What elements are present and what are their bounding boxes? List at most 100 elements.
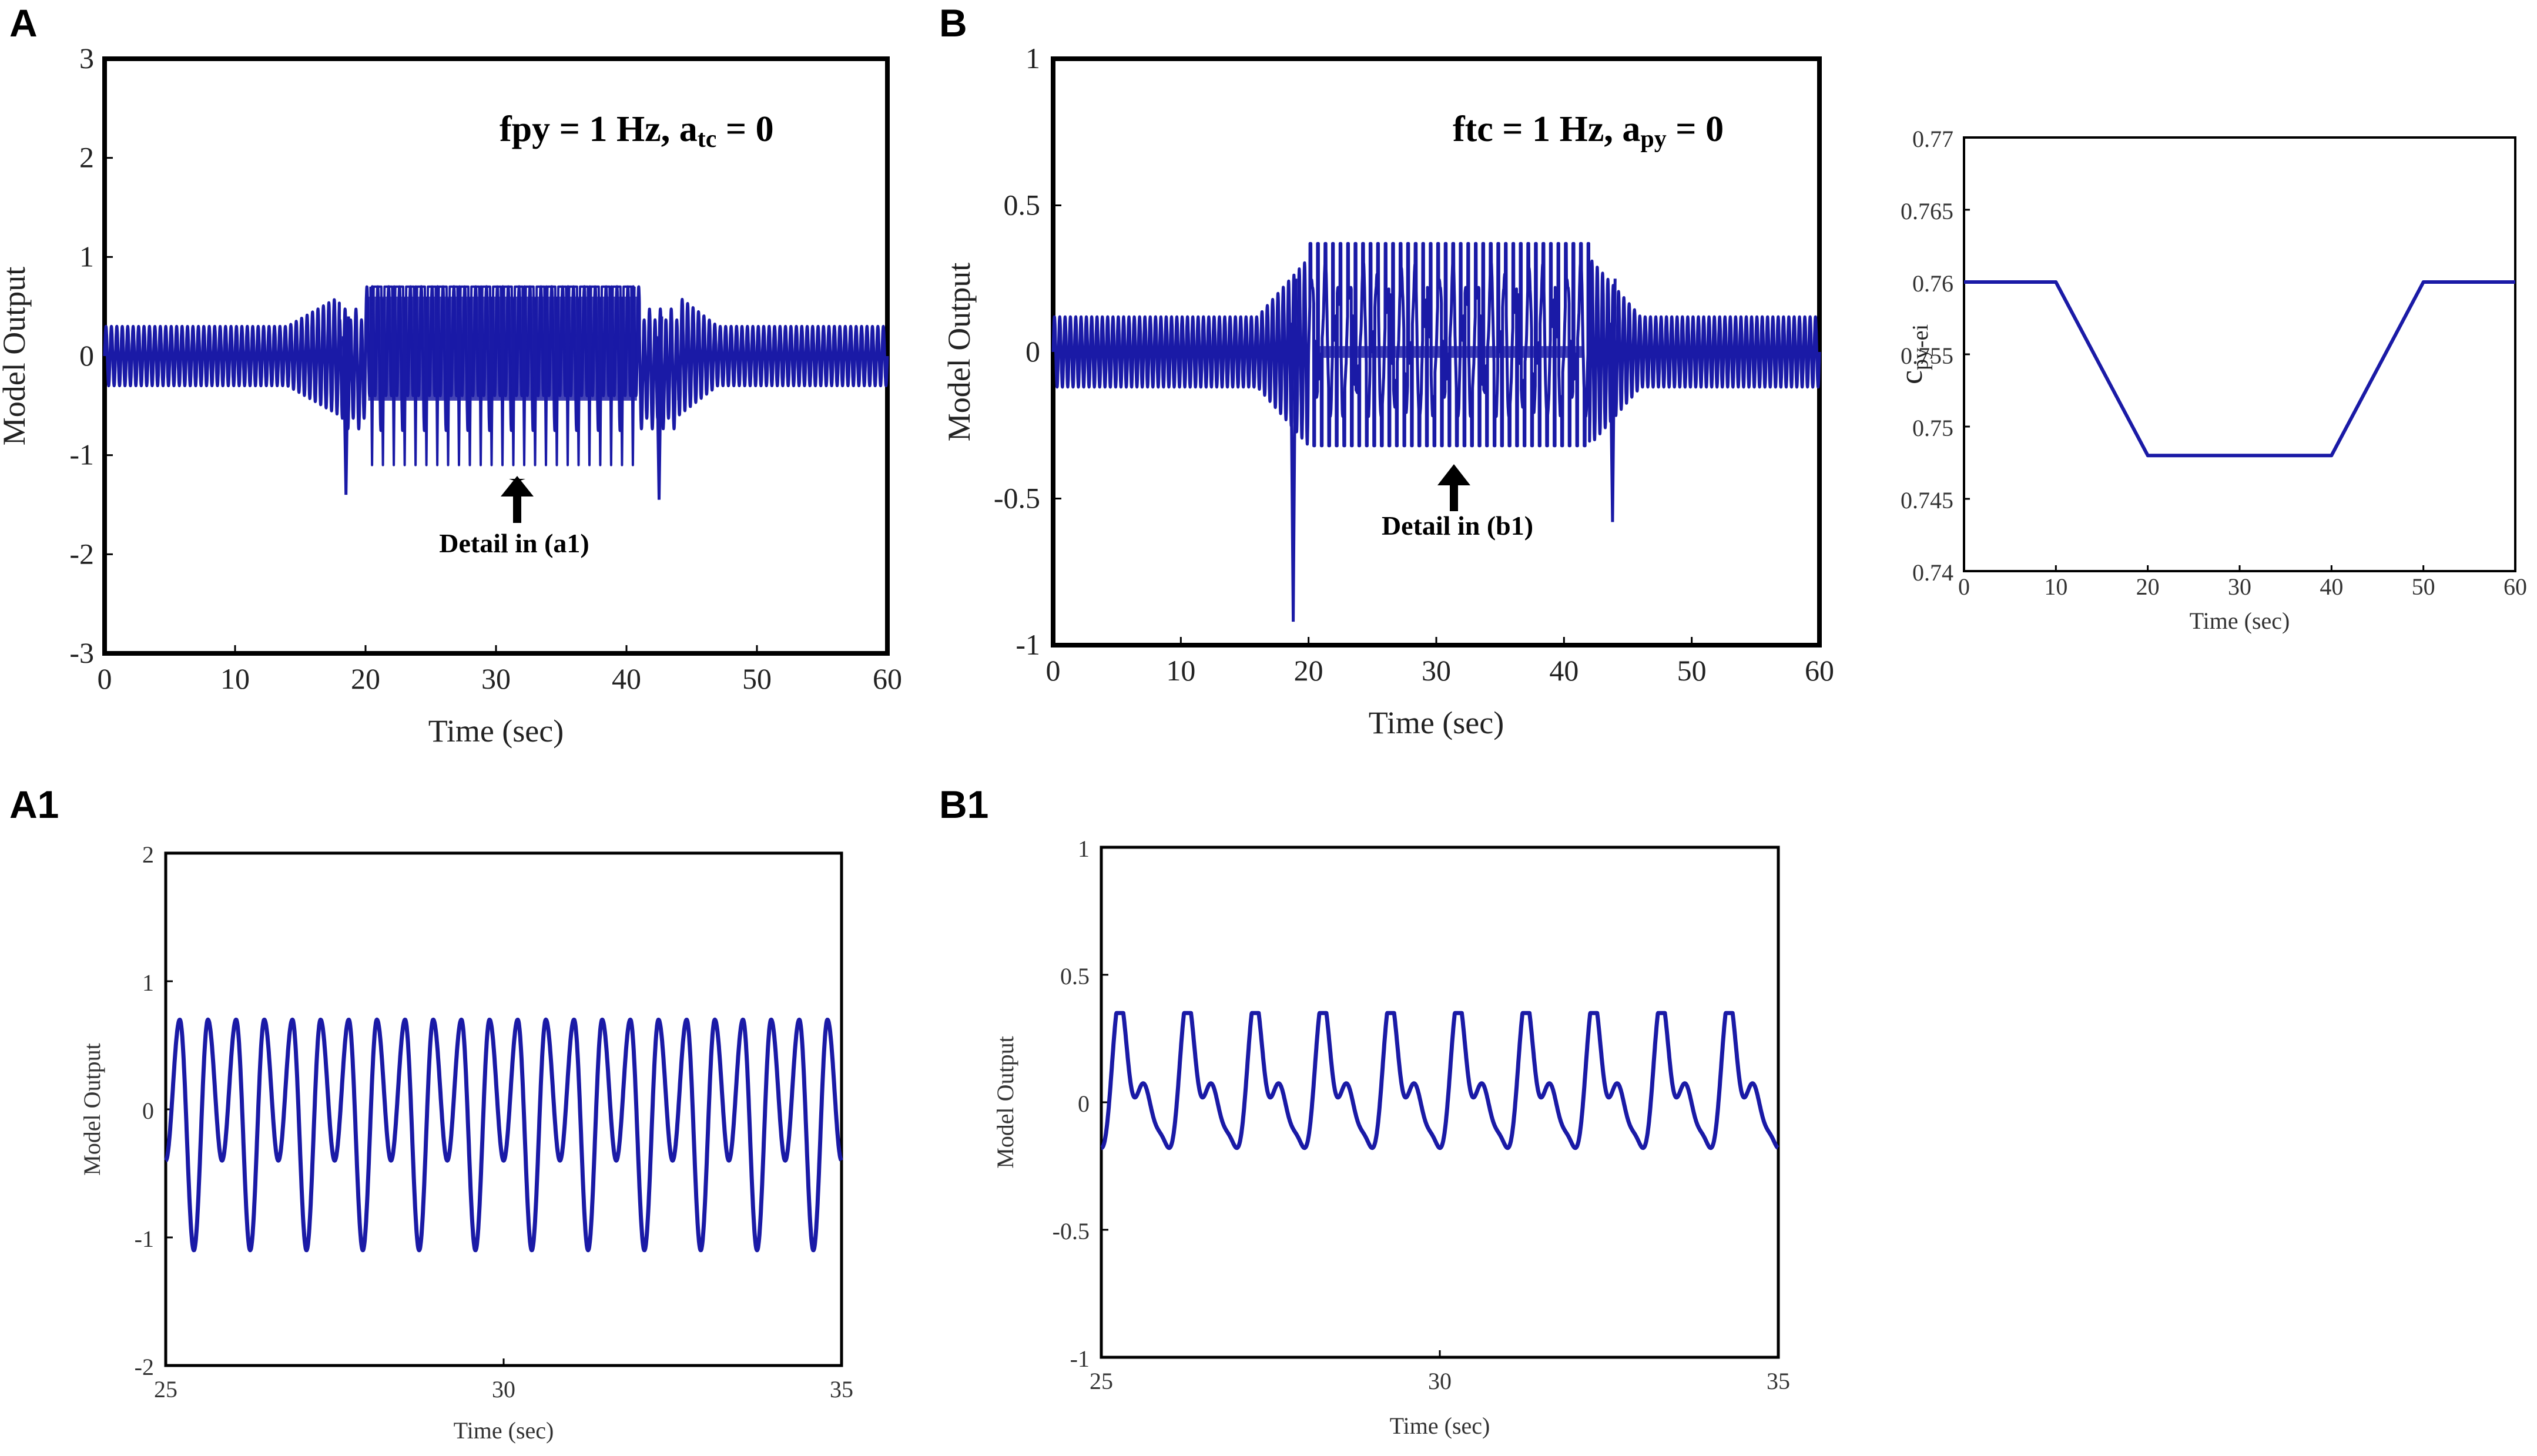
chart-a-y-axis-title: Model Output (0, 267, 32, 446)
chart-b-x-tick-label: 10 (1166, 654, 1195, 687)
chart-b-y-tick-label: 1 (1025, 42, 1040, 75)
chart-c-series-line (1964, 280, 2515, 458)
panel-label-b: B (939, 1, 967, 45)
chart-b-annotation-main: ftc = 1 Hz, a (1453, 109, 1640, 149)
chart-b-y-axis-title: Model Output (941, 263, 977, 442)
chart-c-x-tick-label: 40 (2320, 573, 2343, 600)
chart-b-x-tick-label: 60 (1805, 654, 1834, 687)
chart-a1-y-tick-label: 0 (142, 1098, 154, 1124)
chart-b-x-tick-label: 30 (1422, 654, 1451, 687)
chart-a1-y-tick-label: 2 (142, 841, 154, 868)
chart-c-plot-frame (1963, 136, 2516, 572)
chart-a-y-tick-label: 2 (79, 141, 94, 174)
chart-a1-y-tick-label: 1 (142, 969, 154, 996)
chart-b-y-tick-label: 0 (1025, 335, 1040, 368)
chart-c-y-tick-label: 0.74 (1912, 559, 1953, 586)
chart-b1-x-axis-title: Time (sec) (1390, 1413, 1490, 1439)
chart-a-x-tick-label: 40 (612, 662, 641, 695)
chart-b1: 25 30 35 1 0.5 0 -0.5 -1 Time (sec) Model Output (992, 836, 1790, 1439)
chart-b-detail-label: Detail in (b1) (1382, 511, 1533, 541)
chart-b1-y-tick-label: 0.5 (1060, 963, 1090, 989)
chart-b-detail-arrow-icon (1437, 464, 1470, 511)
chart-c-y-axis-title-main: c (1893, 370, 1929, 384)
chart-c-y-axis-title-sub: py-ei (1908, 324, 1933, 370)
chart-a-x-tick-label: 50 (742, 662, 772, 695)
chart-c-x-tick-label: 50 (2412, 573, 2435, 600)
chart-c-y-tick-label: 0.75 (1912, 415, 1953, 441)
chart-a-x-tick-label: 30 (481, 662, 511, 695)
chart-b-annotation-tail: = 0 (1667, 109, 1724, 149)
chart-b-y-tick-label: -0.5 (994, 482, 1040, 515)
chart-c-x-tick-label: 60 (2504, 573, 2527, 600)
chart-c-x-axis-title: Time (sec) (2190, 608, 2290, 634)
chart-a-x-tick-label: 20 (351, 662, 380, 695)
chart-b-annotation: ftc = 1 Hz, apy = 0 (1453, 109, 1724, 153)
chart-c-y-tick-label: 0.745 (1901, 487, 1953, 514)
chart-c-y-tick-label: 0.755 (1901, 343, 1953, 369)
chart-a-y-tick-label: 0 (79, 339, 94, 372)
chart-c-y-tick-label: 0.77 (1912, 126, 1953, 152)
chart-a-spike (341, 316, 350, 495)
chart-a-y-tick-label: -2 (69, 537, 94, 570)
chart-b-dense-band (1315, 346, 1583, 358)
chart-b-x-axis-title: Time (sec) (1369, 705, 1504, 740)
chart-a-y-tick-label: -3 (69, 636, 94, 669)
chart-a1-y-tick-label: -2 (135, 1354, 154, 1380)
chart-c-x-tick-label: 20 (2136, 573, 2160, 600)
chart-b1-plot-frame (1100, 846, 1780, 1359)
chart-c: 0 10 20 30 40 50 60 0.77 0.765 0.76 0.755 0.75 0.745… (1893, 126, 2527, 634)
chart-c-x-tick-label: 10 (2044, 573, 2067, 600)
chart-c-y-axis-title: cpy-ei (1893, 324, 1933, 384)
chart-a-x-tick-label: 60 (873, 662, 902, 695)
chart-a-x-tick-label: 10 (220, 662, 250, 695)
chart-a-annotation-main: fpy = 1 Hz, a (500, 109, 698, 149)
chart-a1-x-tick-label: 25 (154, 1376, 177, 1403)
chart-c-x-tick-label: 30 (2228, 573, 2251, 600)
chart-a1-y-axis-title: Model Output (79, 1043, 105, 1176)
chart-b1-y-tick-label: 0 (1078, 1091, 1090, 1117)
chart-b1-y-tick-label: -0.5 (1053, 1218, 1090, 1244)
chart-a-annotation: fpy = 1 Hz, atc = 0 (500, 109, 774, 153)
chart-b1-series-line (1100, 1011, 1780, 1150)
chart-c-x-tick-label: 0 (1958, 573, 1970, 600)
chart-a-detail-arrow-icon (501, 476, 534, 523)
chart-a1: 25 30 35 2 1 0 -1 -2 Time (sec) Model Output (79, 841, 853, 1444)
panel-label-a1: A1 (9, 783, 59, 826)
chart-a-burst-line (369, 285, 636, 467)
chart-b1-x-tick-label: 35 (1767, 1368, 1790, 1394)
chart-a1-plot-frame (164, 851, 843, 1367)
chart-a-y-tick-label: 3 (79, 42, 94, 75)
chart-a1-x-axis-title: Time (sec) (454, 1417, 554, 1444)
chart-a-y-tick-label: 1 (79, 240, 94, 273)
chart-b-y-tick-label: -1 (1016, 628, 1040, 661)
chart-a-x-axis-title: Time (sec) (428, 713, 564, 749)
chart-a-detail-label: Detail in (a1) (439, 528, 589, 558)
chart-b1-x-tick-label: 30 (1428, 1368, 1452, 1394)
chart-a1-series-line (164, 1017, 843, 1253)
chart-b-spike (1608, 279, 1617, 522)
chart-b1-y-axis-title: Model Output (992, 1036, 1018, 1169)
chart-a1-x-tick-label: 30 (492, 1376, 515, 1403)
chart-a-spike (655, 316, 663, 500)
chart-a-annotation-sub: tc (698, 126, 717, 153)
chart-b1-x-tick-label: 25 (1090, 1368, 1113, 1394)
chart-b-x-tick-label: 20 (1294, 654, 1323, 687)
chart-b-y-tick-label: 0.5 (1004, 189, 1041, 222)
panel-label-b1: B1 (939, 783, 988, 826)
chart-c-y-tick-label: 0.765 (1901, 198, 1953, 224)
chart-b1-y-tick-label: -1 (1070, 1346, 1090, 1372)
chart-a1-x-tick-label: 35 (830, 1376, 853, 1403)
chart-b-spike (1289, 279, 1298, 622)
panel-label-a: A (9, 1, 38, 45)
chart-b-x-tick-label: 40 (1549, 654, 1578, 687)
chart-b1-y-tick-label: 1 (1078, 836, 1090, 862)
chart-b-x-tick-label: 50 (1677, 654, 1707, 687)
chart-b: 0 10 20 30 40 50 60 1 0.5 0 -0.5 -1 Time (sec) Model … (941, 42, 1834, 740)
chart-b-x-tick-label: 0 (1046, 654, 1061, 687)
chart-a-x-tick-label: 0 (98, 662, 112, 695)
chart-a-y-tick-label: -1 (69, 438, 94, 471)
chart-a-annotation-tail: = 0 (716, 109, 773, 149)
chart-b-annotation-sub: py (1640, 126, 1666, 153)
